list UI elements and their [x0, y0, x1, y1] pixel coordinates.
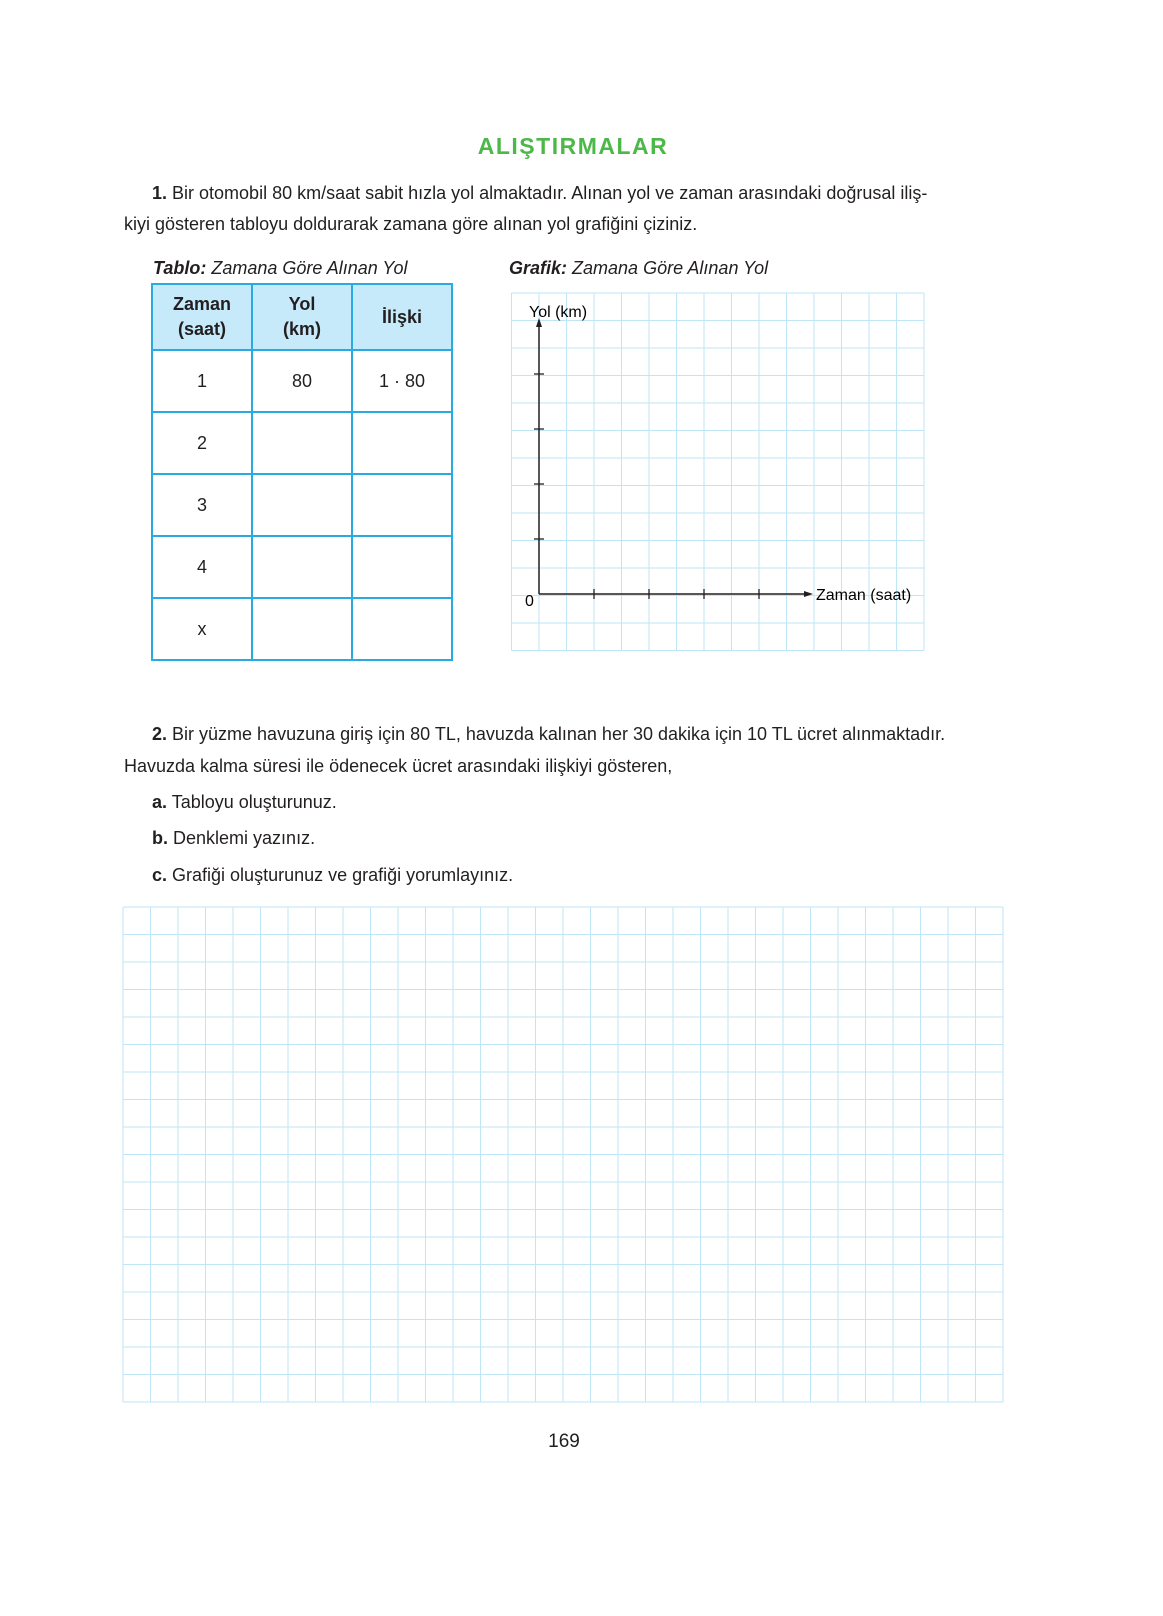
caption-text: Zamana Göre Alınan Yol — [206, 258, 408, 278]
table-row: 3 — [151, 473, 453, 537]
table-cell — [251, 597, 353, 661]
distance-graph: Yol (km) Zaman (saat) 0 — [511, 292, 925, 651]
y-axis-arrow-icon — [536, 318, 542, 327]
answer-grid — [122, 906, 1004, 1403]
table-cell — [351, 411, 453, 475]
item-text: Tabloyu oluşturunuz. — [171, 792, 337, 812]
q1-text: Bir otomobil 80 km/saat sabit hızla yol … — [172, 183, 928, 203]
item-text: Denklemi yazınız. — [173, 828, 316, 848]
page-number: 169 — [548, 1431, 580, 1452]
table-cell — [351, 535, 453, 599]
q2-line2: Havuzda kalma süresi ile ödenecek ücret … — [124, 756, 673, 776]
q2-line1: 2. Bir yüzme havuzuna giriş için 80 TL, … — [152, 719, 945, 750]
q1-line1: 1. Bir otomobil 80 km/saat sabit hızla y… — [152, 178, 927, 209]
table-cell: 3 — [151, 473, 253, 537]
header-text: (km) — [282, 319, 321, 339]
table-row: 4 — [151, 535, 453, 599]
q1-line2: kiyi gösteren tabloyu doldurarak zamana … — [124, 214, 698, 234]
table-header: İlişki — [351, 283, 453, 351]
q2-number: 2. — [152, 724, 168, 744]
caption-label: Tablo: — [153, 258, 207, 278]
item-text: Grafiği oluşturunuz ve grafiği yorumlayı… — [172, 865, 514, 885]
table-cell — [351, 597, 453, 661]
table-cell — [251, 535, 353, 599]
header-text: Zaman — [172, 294, 232, 314]
item-label: a. — [152, 792, 168, 812]
table-cell: 4 — [151, 535, 253, 599]
q2-item-c: c. Grafiği oluşturunuz ve grafiği yoruml… — [152, 860, 513, 891]
q1-number: 1. — [152, 183, 168, 203]
item-label: c. — [152, 865, 168, 885]
header-text: (saat) — [177, 319, 226, 339]
table-cell — [251, 411, 353, 475]
header-text: Yol — [288, 294, 316, 314]
distance-table: Zaman (saat) Yol (km) İlişki 1 80 1 · 80 2 3 4 x — [151, 283, 453, 661]
q2-item-b: b. Denklemi yazınız. — [152, 823, 315, 854]
header-text: İlişki — [381, 306, 423, 327]
x-axis-arrow-icon — [804, 591, 813, 597]
page-title: ALIŞTIRMALAR — [477, 133, 669, 159]
graph-caption: Grafik: Zamana Göre Alınan Yol — [509, 258, 768, 279]
q2-item-a: a. Tabloyu oluşturunuz. — [152, 787, 337, 818]
table-cell: x — [151, 597, 253, 661]
item-label: b. — [152, 828, 168, 848]
table-cell: 1 — [151, 349, 253, 413]
caption-text: Zamana Göre Alınan Yol — [567, 258, 769, 278]
table-header: Zaman (saat) — [151, 283, 253, 351]
q2-text: Bir yüzme havuzuna giriş için 80 TL, hav… — [172, 724, 946, 744]
table-caption: Tablo: Zamana Göre Alınan Yol — [153, 258, 407, 279]
table-cell: 80 — [251, 349, 353, 413]
table-row: x — [151, 597, 453, 661]
table-row: 2 — [151, 411, 453, 475]
table-cell — [351, 473, 453, 537]
table-cell: 1 · 80 — [351, 349, 453, 413]
table-cell — [251, 473, 353, 537]
caption-label: Grafik: — [509, 258, 568, 278]
table-header: Yol (km) — [251, 283, 353, 351]
table-row: 1 80 1 · 80 — [151, 349, 453, 413]
table-cell: 2 — [151, 411, 253, 475]
origin-label: 0 — [525, 593, 534, 610]
x-axis-label: Zaman (saat) — [816, 587, 911, 604]
y-axis-label: Yol (km) — [529, 304, 587, 321]
